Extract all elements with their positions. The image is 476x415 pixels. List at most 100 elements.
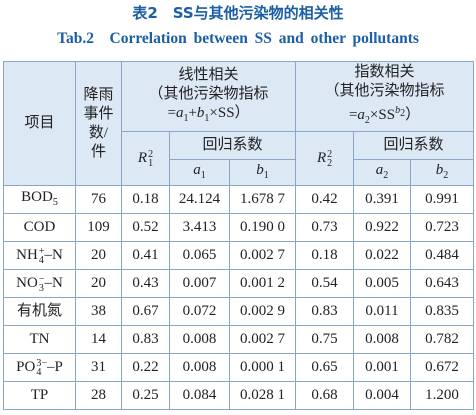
superscript: b2 — [395, 105, 405, 119]
cell: 0.83 — [121, 325, 170, 354]
header-coef: 回归系数 — [353, 131, 475, 160]
subscript: 1 — [183, 112, 189, 124]
row-item: COD — [3, 213, 76, 242]
subscript: 2 — [383, 169, 389, 181]
cell: 0.391 — [353, 185, 412, 214]
exp-title: 指数相关 — [354, 64, 415, 80]
cell: 0.084 — [169, 381, 230, 410]
script-stack: +4 — [38, 245, 45, 265]
header-a: a2 — [353, 159, 412, 186]
subscript: 2 — [364, 115, 370, 126]
cell: 0.65 — [295, 353, 355, 382]
cell: 0.005 — [353, 269, 412, 298]
header-linear: 线性相关 （其他污染物指标=a1+b1×SS） — [120, 61, 297, 132]
linear-title: 线性相关 — [178, 66, 239, 83]
table-row: BOD5 76 0.18 24.124 1.678 7 0.42 0.391 0.991 — [3, 185, 475, 214]
segment-text: ×SS） — [209, 104, 250, 121]
header-exponential: 指数相关 （其他污染物指标=a2×SSb2） — [295, 61, 475, 132]
segment-text: NH — [16, 247, 38, 263]
cell: 0.022 — [353, 241, 412, 270]
cell: 0.25 — [121, 381, 170, 410]
cell: 76 — [75, 185, 122, 214]
segment-text: b — [435, 161, 444, 178]
table-row: NO −3 –N 20 0.43 0.007 0.001 2 0.54 0.005 0.643 — [3, 269, 475, 298]
cell: 0.52 — [121, 213, 170, 242]
linear-formula: （其他污染物指标=a1+b1×SS） — [122, 85, 295, 128]
segment-text: （其他污染物指标= — [324, 83, 445, 123]
cell: 0.41 — [121, 241, 170, 270]
cell: 0.18 — [295, 241, 355, 270]
cell: 0.67 — [121, 297, 170, 326]
cell: 0.68 — [295, 381, 355, 410]
table-row: PO 3− 4 –P 31 0.22 0.008 0.000 1 0.65 0.001 0.672 — [3, 353, 475, 382]
cell: 0.002 7 — [228, 241, 297, 270]
exp-formula: （其他污染物指标=a2×SSb2） — [296, 82, 473, 130]
segment-text: PO — [16, 359, 36, 375]
subscript: 1 — [204, 112, 210, 124]
cell: 0.011 — [353, 297, 412, 326]
cell: 0.18 — [121, 185, 170, 214]
cell: 0.000 1 — [228, 353, 297, 382]
superscript: 2 — [148, 148, 154, 160]
cell: 0.83 — [295, 297, 355, 326]
segment-text: BOD — [21, 188, 53, 205]
cell: 0.007 — [169, 269, 230, 298]
header-item: 项目 — [3, 61, 76, 186]
segment-text: –P — [46, 359, 63, 375]
cell: 0.008 — [169, 325, 230, 354]
correlation-table: 项目 降雨事件数/件 线性相关 （其他污染物指标=a1+b1×SS） 指数相关 （其… — [3, 61, 475, 410]
cell: 24.124 — [169, 185, 230, 214]
caption: 表2 SS与其他污染物的相关性 Tab.2 Correlation betwee… — [0, 0, 476, 54]
cell: 20 — [75, 269, 122, 298]
cell: 0.782 — [410, 325, 475, 354]
subscript: 4 — [36, 366, 42, 378]
segment-text: b — [196, 104, 205, 121]
table-header: 项目 降雨事件数/件 线性相关 （其他污染物指标=a1+b1×SS） 指数相关 （其… — [3, 61, 475, 186]
header-coef: 回归系数 — [168, 131, 297, 160]
script-stack: −3 — [39, 274, 45, 293]
cell: 0.002 9 — [228, 297, 297, 326]
cell: 0.002 7 — [228, 325, 297, 354]
cell: 31 — [75, 353, 122, 382]
cell: 0.004 — [353, 381, 412, 410]
segment-text: b — [256, 161, 264, 178]
superscript: + — [38, 245, 45, 257]
caption-en: Tab.2 Correlation between SS and other p… — [57, 30, 419, 47]
row-item: TN — [3, 325, 76, 354]
cell: 0.065 — [169, 241, 230, 270]
segment-text: a — [375, 161, 384, 178]
cell: 0.028 1 — [228, 381, 297, 410]
segment-text: ） — [405, 107, 421, 123]
subscript: 1 — [148, 157, 154, 169]
row-item: BOD5 — [3, 185, 76, 214]
segment-text: ×SS — [369, 107, 396, 123]
cell: 0.43 — [121, 269, 170, 298]
row-item: NH +4 –N — [3, 241, 76, 270]
superscript: 2 — [327, 148, 333, 160]
subscript: 1 — [263, 169, 269, 181]
table-row: TN 14 0.83 0.008 0.002 7 0.75 0.008 0.782 — [3, 325, 475, 354]
cell: 0.672 — [410, 353, 475, 382]
segment-text: NO — [16, 275, 38, 291]
segment-text: a — [193, 161, 201, 178]
subscript: 2 — [443, 169, 449, 181]
cell: 0.190 0 — [228, 213, 297, 242]
cell: 0.75 — [295, 325, 355, 354]
table-row: COD 109 0.52 3.413 0.190 0 0.73 0.922 0.723 — [3, 213, 475, 242]
table-row: 有机氮 38 0.67 0.072 0.002 9 0.83 0.011 0.835 — [3, 297, 475, 326]
cell: 0.001 2 — [228, 269, 297, 298]
header-a: a1 — [169, 159, 230, 186]
segment-text: COD — [23, 219, 56, 235]
row-item: NO −3 –N — [3, 269, 76, 298]
segment-text: TP — [30, 387, 49, 403]
superscript: 3− — [36, 357, 47, 369]
segment-text: R — [137, 150, 148, 166]
cell: 1.678 7 — [228, 185, 297, 214]
segment-text: TN — [29, 331, 50, 347]
cell: 38 — [75, 297, 122, 326]
cell: 0.991 — [410, 185, 475, 214]
